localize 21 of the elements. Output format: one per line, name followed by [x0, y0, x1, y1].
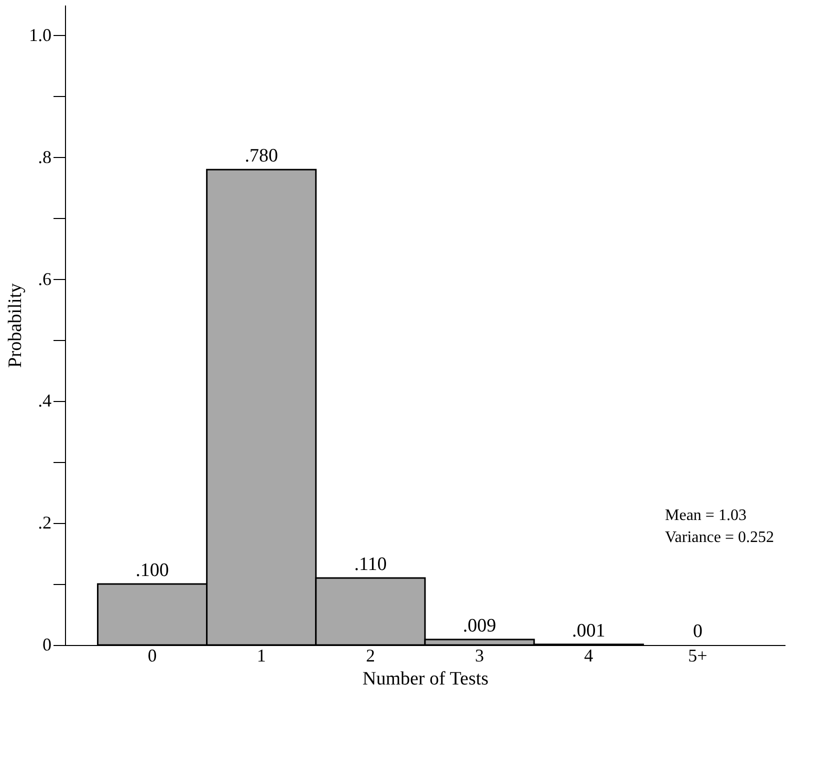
- data-label: .009: [462, 616, 496, 637]
- x-tick-label: 4: [584, 646, 594, 666]
- x-axis-title: Number of Tests: [362, 668, 489, 690]
- y-tick-label: .6: [38, 268, 52, 289]
- x-tick-label: 3: [475, 646, 484, 666]
- y-axis-title: Probability: [5, 282, 26, 368]
- y-tick-label: .4: [38, 390, 52, 411]
- annotation: Mean = 1.03: [665, 507, 746, 524]
- data-label: .100: [136, 560, 169, 582]
- data-label: .110: [354, 554, 387, 575]
- data-label: 0: [692, 621, 702, 642]
- y-tick-label: .2: [38, 512, 52, 533]
- x-tick-label: 1: [256, 646, 266, 666]
- y-tick-label: .8: [38, 146, 52, 167]
- data-label: .001: [572, 620, 606, 642]
- x-tick-label: 0: [148, 646, 157, 666]
- annotation: Variance = 0.252: [665, 529, 774, 546]
- y-tick-label: 1.0: [29, 24, 52, 45]
- x-tick-label: 5+: [688, 646, 708, 666]
- x-tick-label: 2: [366, 646, 375, 666]
- data-label: .780: [244, 146, 278, 167]
